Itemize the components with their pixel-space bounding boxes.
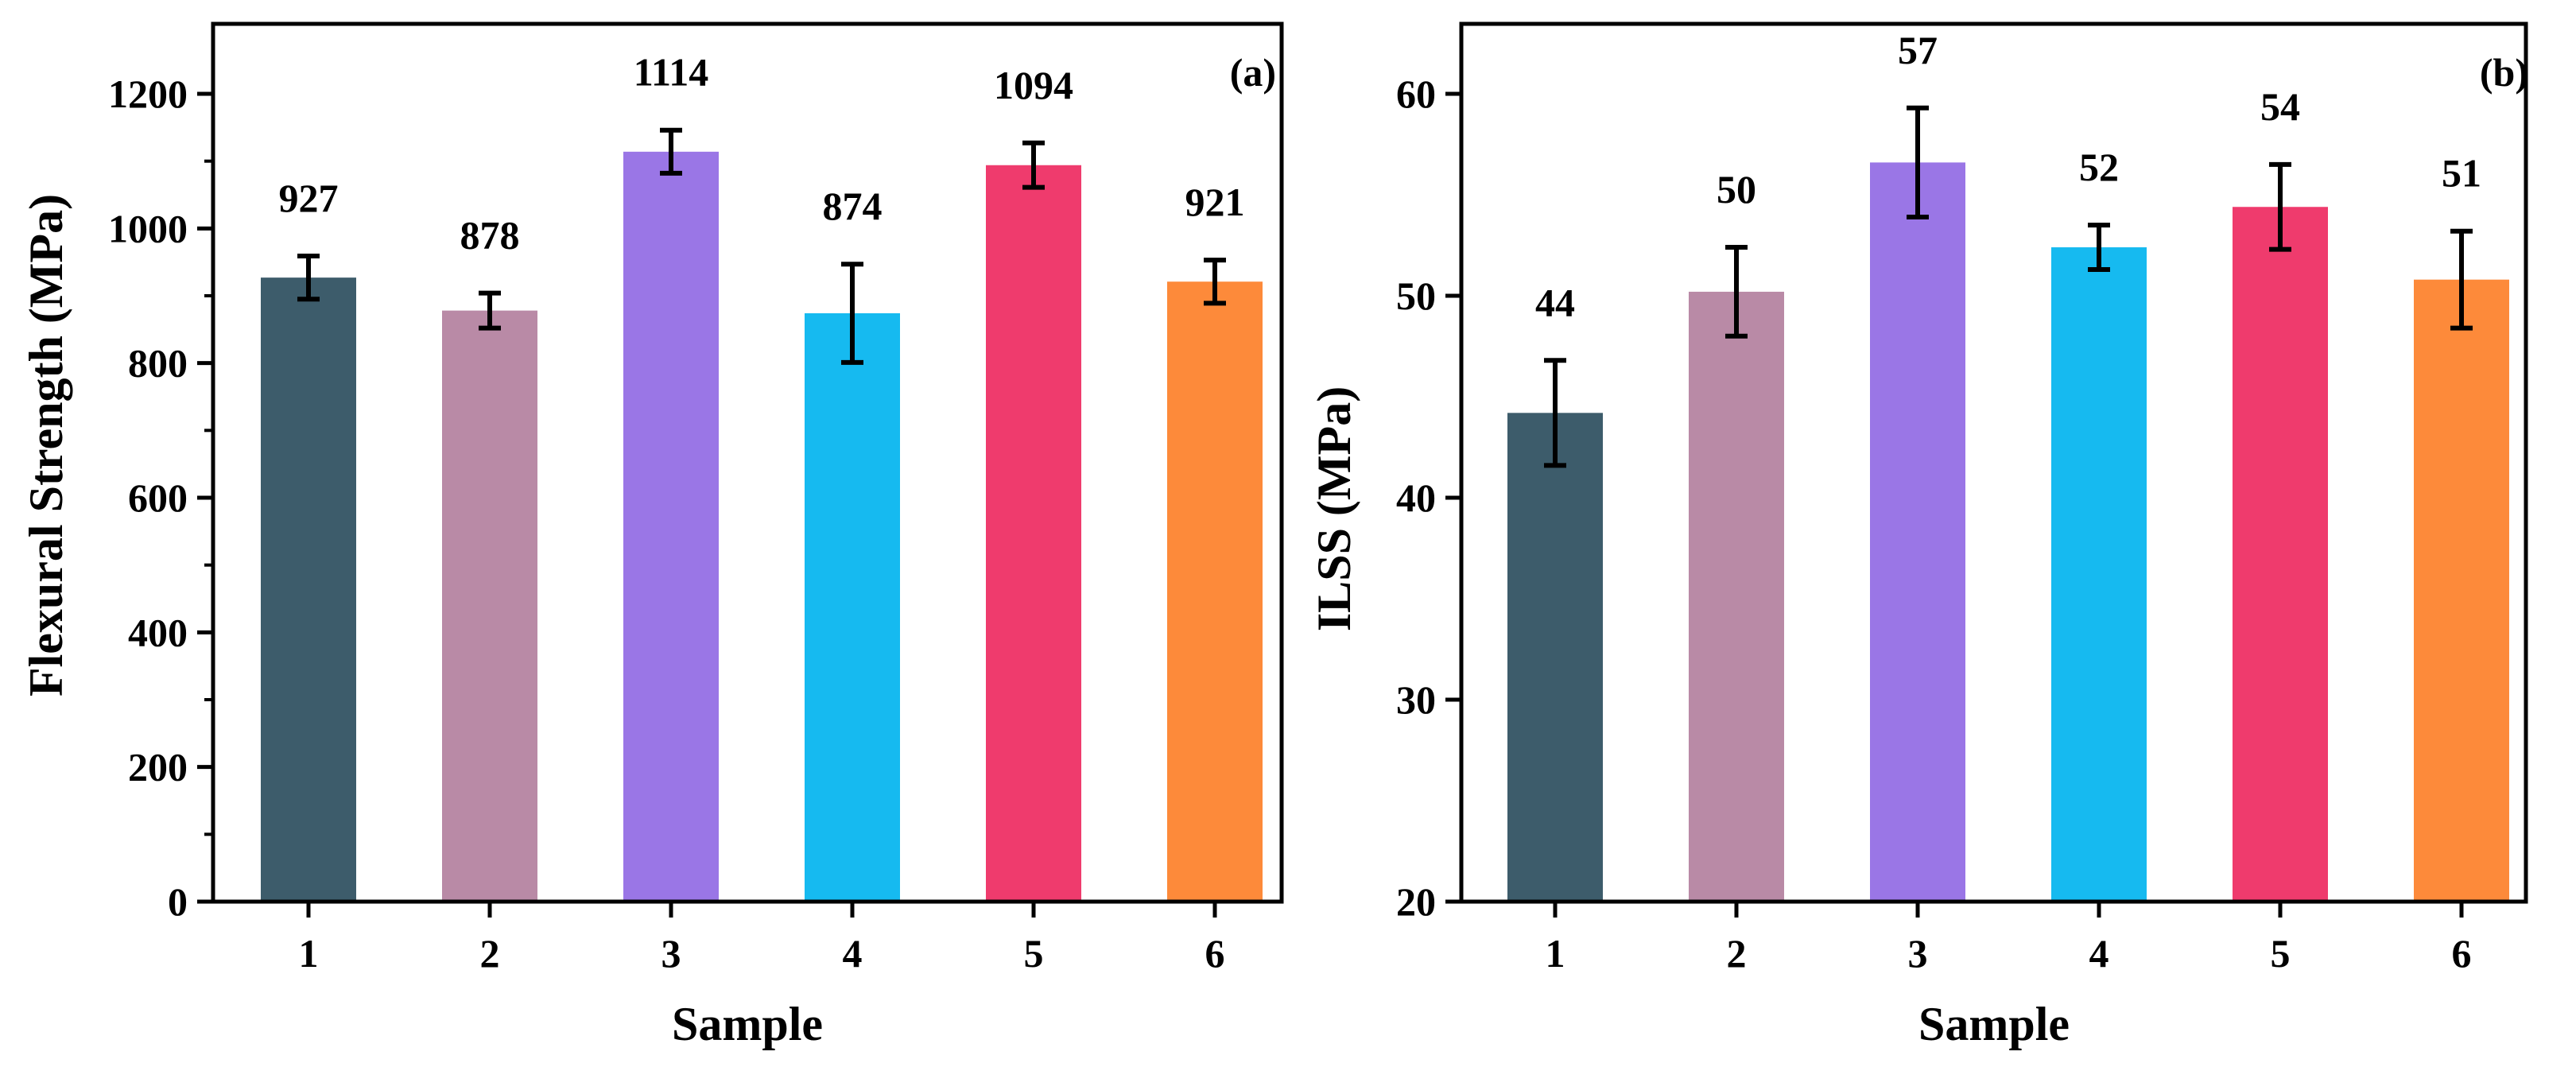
chart-a-error-bar-1: [297, 254, 320, 302]
chart-b-error-bar-5: [2269, 161, 2291, 252]
chart-b-bar-1: [1507, 413, 1603, 902]
chart-a-error-bar-5: [1022, 140, 1045, 190]
chart-a-bar-1: [261, 277, 356, 902]
chart-a-x-tick-label-6: 6: [1205, 931, 1225, 976]
chart-b-bar-2: [1689, 291, 1784, 902]
chart-b-bar-6: [2414, 279, 2509, 902]
chart-a-data-label-2: 878: [460, 213, 520, 258]
chart-b-data-label-4: 52: [2079, 145, 2119, 189]
chart-a-y-tick-label-1000: 1000: [108, 206, 188, 250]
chart-b-x-tick-label-4: 4: [2089, 931, 2109, 976]
chart-a-panel-label: (a): [1230, 50, 1276, 95]
chart-a-bar-3: [623, 151, 719, 902]
chart-a-error-bar-6: [1204, 258, 1226, 306]
chart-b-y-tick-label-50: 50: [1396, 274, 1436, 318]
chart-b-data-label-6: 51: [2442, 151, 2481, 196]
chart-b-data-label-2: 50: [1717, 167, 1756, 211]
chart-b-x-tick-label-3: 3: [1908, 931, 1928, 976]
chart-b-error-bar-3: [1907, 105, 1929, 219]
chart-b-y-tick-label-20: 20: [1396, 879, 1436, 924]
chart-b-data-label-3: 57: [1898, 28, 1938, 72]
chart-b-x-axis-title: Sample: [1918, 998, 2070, 1050]
chart-b-panel-label: (b): [2480, 50, 2528, 95]
chart-b-error-bar-1: [1544, 358, 1566, 468]
chart-a-x-axis-title: Sample: [672, 998, 823, 1050]
chart-a-data-label-1: 927: [279, 176, 339, 220]
chart-b-y-tick-label-60: 60: [1396, 72, 1436, 116]
chart-a-x-tick-label-5: 5: [1024, 931, 1044, 976]
chart-panel-b: ILSS (MPa) Sample (b) 445057525451203040…: [1308, 21, 2528, 1050]
chart-a-data-label-5: 1094: [994, 63, 1073, 107]
chart-a-data-label-3: 1114: [634, 50, 708, 95]
chart-b-bar-3: [1870, 162, 1965, 902]
chart-b-bar-4: [2051, 247, 2147, 902]
chart-b-y-tick-label-30: 30: [1396, 677, 1436, 722]
chart-a-x-tick-label-2: 2: [480, 931, 500, 976]
chart-b-y-axis-title: ILSS (MPa): [1308, 386, 1360, 631]
chart-a-bar-5: [986, 165, 1081, 902]
chart-b-bar-5: [2233, 207, 2328, 902]
chart-a-x-tick-label-1: 1: [299, 931, 319, 976]
chart-b-x-tick-label-1: 1: [1546, 931, 1565, 976]
chart-b-x-tick-label-6: 6: [2452, 931, 2472, 976]
chart-b-axes-frame: [1459, 21, 2528, 904]
chart-a-y-tick-label-0: 0: [168, 879, 188, 924]
chart-a-y-tick-label-200: 200: [128, 745, 188, 790]
chart-a-data-label-6: 921: [1185, 180, 1245, 224]
chart-b-x-tick-label-5: 5: [2271, 931, 2291, 976]
chart-a-bar-2: [442, 310, 537, 902]
chart-a-y-tick-label-400: 400: [128, 610, 188, 654]
chart-a-bar-6: [1167, 281, 1263, 902]
chart-b-data-label-1: 44: [1535, 280, 1575, 324]
chart-a-x-tick-label-4: 4: [843, 931, 863, 976]
chart-b-y-tick-label-40: 40: [1396, 475, 1436, 520]
chart-a-y-tick-label-600: 600: [128, 475, 188, 520]
chart-a-error-bar-3: [660, 127, 682, 176]
chart-a-bar-4: [805, 313, 900, 902]
chart-a-error-bar-2: [479, 290, 501, 331]
chart-a-x-tick-label-3: 3: [661, 931, 681, 976]
chart-b-error-bar-4: [2088, 223, 2110, 272]
chart-a-axes-frame: [211, 21, 1284, 904]
chart-a-y-tick-label-1200: 1200: [108, 72, 188, 116]
chart-b-x-tick-label-2: 2: [1727, 931, 1747, 976]
chart-a-error-bar-4: [841, 262, 863, 365]
chart-b-error-bar-6: [2450, 228, 2473, 331]
chart-a-data-label-4: 874: [823, 184, 883, 228]
chart-a-y-tick-label-800: 800: [128, 341, 188, 386]
chart-b-data-label-5: 54: [2260, 84, 2300, 129]
chart-b-error-bar-2: [1725, 245, 1748, 339]
chart-a-y-axis-title: Flexural Strength (MPa): [20, 194, 72, 696]
chart-panel-a: Flexural Strength (MPa) Sample (a) 927 87…: [20, 21, 1284, 1050]
